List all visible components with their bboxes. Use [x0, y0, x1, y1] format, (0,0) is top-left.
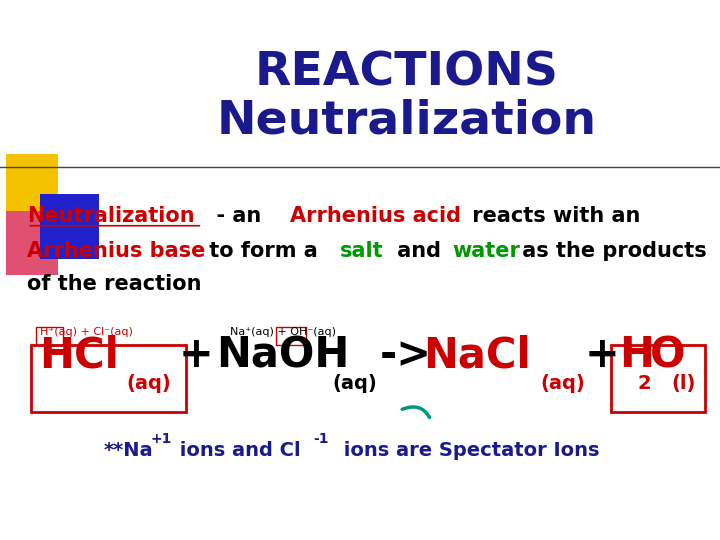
- Bar: [6, 154, 58, 219]
- Text: HCl: HCl: [40, 334, 120, 376]
- Text: H⁺(aq) + Cl⁻(aq): H⁺(aq) + Cl⁻(aq): [40, 327, 132, 337]
- Text: Neutralization: Neutralization: [27, 206, 195, 226]
- Bar: [40, 194, 99, 259]
- Text: Na⁺(aq) + OH⁻(aq): Na⁺(aq) + OH⁻(aq): [230, 327, 336, 337]
- Text: (aq): (aq): [333, 374, 377, 393]
- Bar: [6, 211, 58, 275]
- Text: NaCl: NaCl: [423, 334, 531, 376]
- Text: salt: salt: [340, 241, 384, 261]
- Text: -1: -1: [313, 432, 329, 446]
- Text: O: O: [650, 334, 685, 376]
- Text: Neutralization: Neutralization: [217, 99, 597, 144]
- Text: (l): (l): [671, 374, 696, 393]
- Text: H: H: [619, 334, 654, 376]
- Text: Arrhenius acid: Arrhenius acid: [290, 206, 461, 226]
- Text: +1: +1: [150, 432, 171, 446]
- Text: NaOH: NaOH: [216, 334, 349, 376]
- Text: reacts with an: reacts with an: [465, 206, 640, 226]
- Text: **Na: **Na: [104, 441, 153, 461]
- Text: (aq): (aq): [540, 374, 585, 393]
- Text: +: +: [179, 334, 213, 376]
- Text: water: water: [452, 241, 521, 261]
- Text: of the reaction: of the reaction: [27, 273, 202, 294]
- Text: REACTIONS: REACTIONS: [255, 50, 559, 96]
- Text: 2: 2: [638, 374, 652, 393]
- Text: to form a: to form a: [202, 241, 325, 261]
- Text: ions are Spectator Ions: ions are Spectator Ions: [337, 441, 599, 461]
- FancyArrowPatch shape: [402, 407, 429, 417]
- Text: and: and: [390, 241, 448, 261]
- Text: as the products: as the products: [515, 241, 706, 261]
- Text: - an: - an: [202, 206, 269, 226]
- Text: Arrhenius base: Arrhenius base: [27, 241, 206, 261]
- Text: (aq): (aq): [126, 374, 171, 393]
- Text: +: +: [585, 334, 619, 376]
- Text: ions and Cl: ions and Cl: [174, 441, 301, 461]
- Text: ->: ->: [380, 334, 432, 376]
